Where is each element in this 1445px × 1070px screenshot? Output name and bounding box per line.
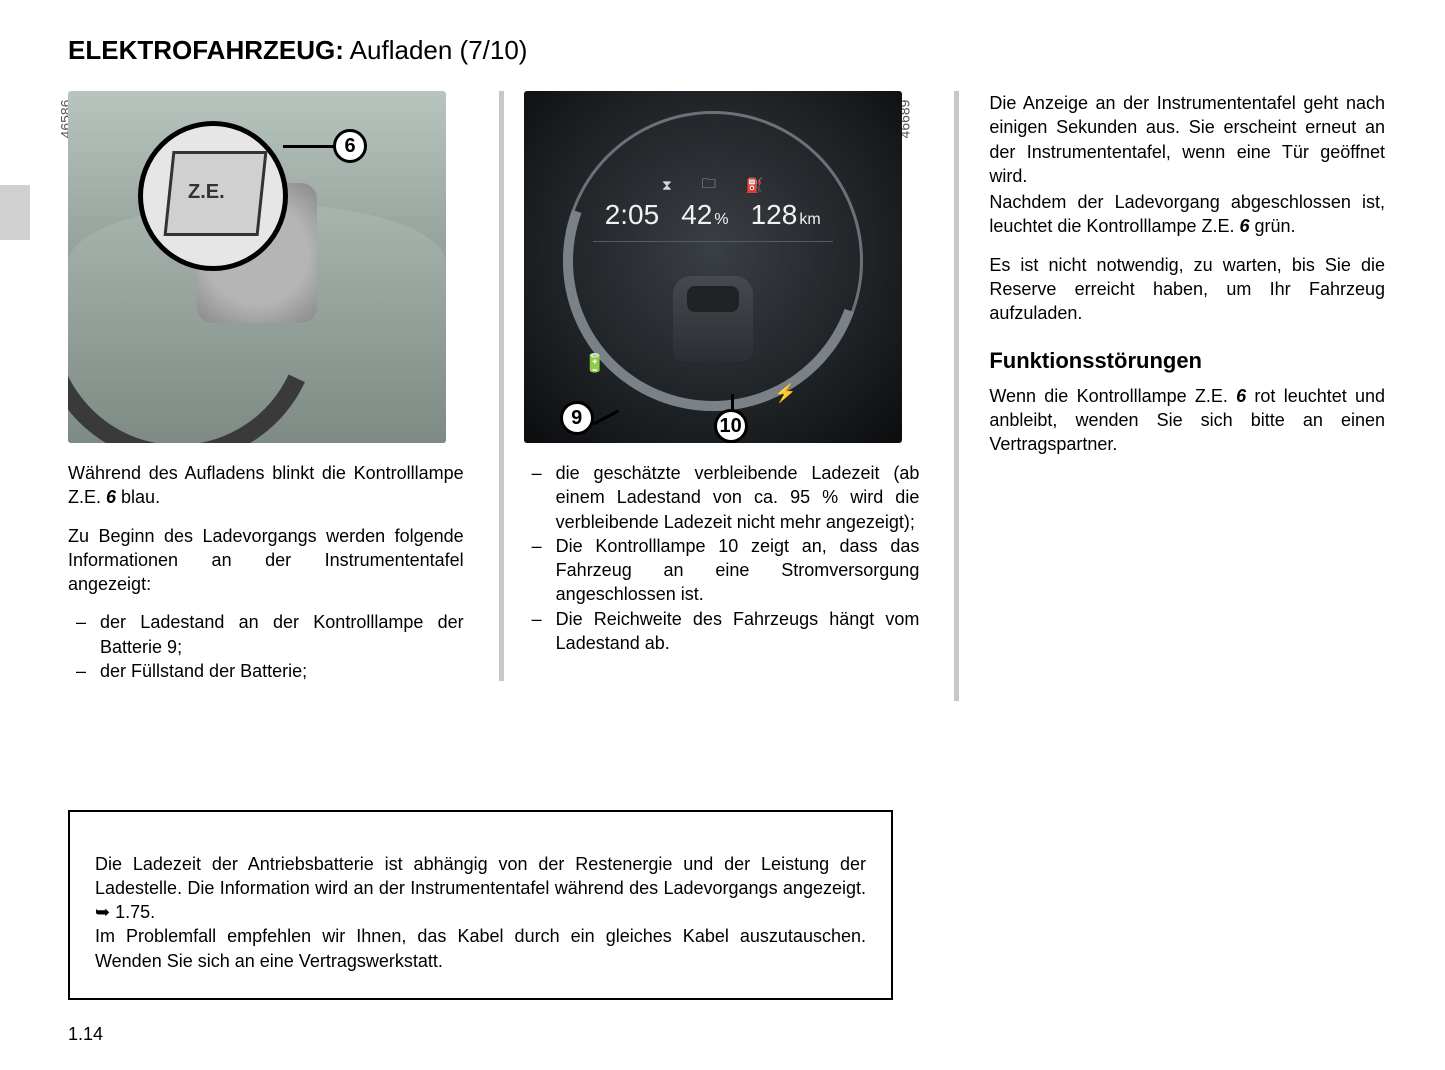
plug-icon-right: ⚡ (774, 383, 796, 404)
dial-divider (593, 241, 833, 242)
dial-icons-row: ⧗ 🗀 ⛽ (662, 173, 763, 197)
col2-list: die geschätzte verbleibende Ladezeit (ab… (524, 461, 920, 655)
col1-li1-a: der Ladestand an der Kontrolllampe der B… (100, 612, 464, 656)
col1-li1-c: ; (177, 637, 182, 657)
fig1-ze-label: Z.E. (188, 181, 225, 204)
plug-icon-left: 🔋 (584, 353, 606, 374)
dial-range-unit: km (799, 211, 820, 228)
col2-li1: die geschätzte verbleibende Ladezeit (ab… (524, 461, 920, 534)
page-title-bold: ELEKTROFAHRZEUG: (68, 35, 344, 65)
col2-li3: Die Reichweite des Fahrzeugs hängt vom L… (524, 607, 920, 656)
dial-arc (524, 91, 902, 443)
col1-li1-ref9: 9 (167, 637, 177, 657)
section-tab (0, 185, 30, 240)
callout-9: 9 (560, 401, 594, 435)
dial-car-graphic (673, 276, 753, 361)
col2-li2-a: Die Kontrolllampe (556, 536, 719, 556)
figure-2: 46689 ⧗ 🗀 ⛽ 2:05 42% 128km 🔋 ⚡ (524, 91, 902, 443)
dial-percent: 42 (681, 199, 712, 230)
col1-p1-ref6: 6 (106, 487, 116, 507)
infobox-p2: Im Problemfall empfehlen wir Ihnen, das … (95, 924, 866, 973)
col2-li2-ref10: 10 (718, 536, 738, 556)
callout-10: 10 (714, 409, 748, 443)
hourglass-icon: ⧗ (662, 177, 672, 194)
reference-arrow: ➥ 1.75. (95, 900, 155, 924)
col3-p3: Es ist nicht notwendig, zu warten, bis S… (989, 253, 1385, 326)
col2-li2: Die Kontrolllampe 10 zeigt an, dass das … (524, 534, 920, 607)
fuel-icon: ⛽ (746, 177, 763, 194)
battery-icon: 🗀 (702, 173, 716, 197)
col3-p2-c: grün. (1250, 216, 1296, 236)
dial-percent-wrap: 42% (681, 199, 728, 231)
divider-2 (954, 91, 959, 701)
col3-heading: Funktionsstörungen (989, 348, 1385, 374)
figure1-image: Z.E. (68, 91, 446, 443)
infobox-p1-a: Die Ladezeit der Antriebsbatterie ist ab… (95, 854, 866, 898)
col3-p4-a: Wenn die Kontrolllampe Z.E. (989, 386, 1236, 406)
page-title-subtitle: Aufladen (7/10) (344, 35, 528, 65)
col1-list: der Ladestand an der Kontrolllampe der B… (68, 610, 464, 683)
col3-p2: Nachdem der Ladevorgang abgeschlossen is… (989, 190, 1385, 239)
figure-1: 46586 Z.E. 6 (68, 91, 446, 443)
divider-1 (499, 91, 504, 681)
col3-p2-a: Nachdem der Ladevorgang abgeschlossen is… (989, 192, 1385, 236)
col3-p4-ref6: 6 (1236, 386, 1246, 406)
info-box: Die Ladezeit der Antriebsbatterie ist ab… (68, 810, 893, 1000)
page-title: ELEKTROFAHRZEUG: Aufladen (7/10) (68, 35, 1385, 66)
dial-values: 2:05 42% 128km (605, 199, 821, 231)
col1-li2: der Füllstand der Batterie; (68, 659, 464, 683)
fig1-inset-circle: Z.E. (138, 121, 288, 271)
col1-p2: Zu Beginn des Ladevorgangs werden folgen… (68, 524, 464, 597)
col1-li1: der Ladestand an der Kontrolllampe der B… (68, 610, 464, 659)
col3-p4: Wenn die Kontrolllampe Z.E. 6 rot leucht… (989, 384, 1385, 457)
infobox-p1: Die Ladezeit der Antriebsbatterie ist ab… (95, 852, 866, 925)
callout-6: 6 (333, 129, 367, 163)
dial-time: 2:05 (605, 199, 660, 231)
col1-p1: Während des Aufladens blinkt die Kontrol… (68, 461, 464, 510)
content-columns: 46586 Z.E. 6 Während des Aufladens blink… (68, 91, 1385, 701)
figure2-image: ⧗ 🗀 ⛽ 2:05 42% 128km 🔋 ⚡ (524, 91, 902, 443)
callout6-line (283, 145, 338, 148)
col3-p1: Die Anzeige an der Instrumententafel geh… (989, 91, 1385, 188)
column-1: 46586 Z.E. 6 Während des Aufladens blink… (68, 91, 499, 701)
dial-percent-unit: % (714, 211, 728, 228)
col3-p2-ref6: 6 (1239, 216, 1249, 236)
dial-range: 128 (751, 199, 798, 230)
column-2: 46689 ⧗ 🗀 ⛽ 2:05 42% 128km 🔋 ⚡ (524, 91, 955, 701)
column-3: Die Anzeige an der Instrumententafel geh… (979, 91, 1385, 701)
col1-p1-c: blau. (116, 487, 160, 507)
callout10-line (731, 394, 734, 412)
dial-range-wrap: 128km (751, 199, 821, 231)
page-number: 1.14 (68, 1024, 103, 1045)
